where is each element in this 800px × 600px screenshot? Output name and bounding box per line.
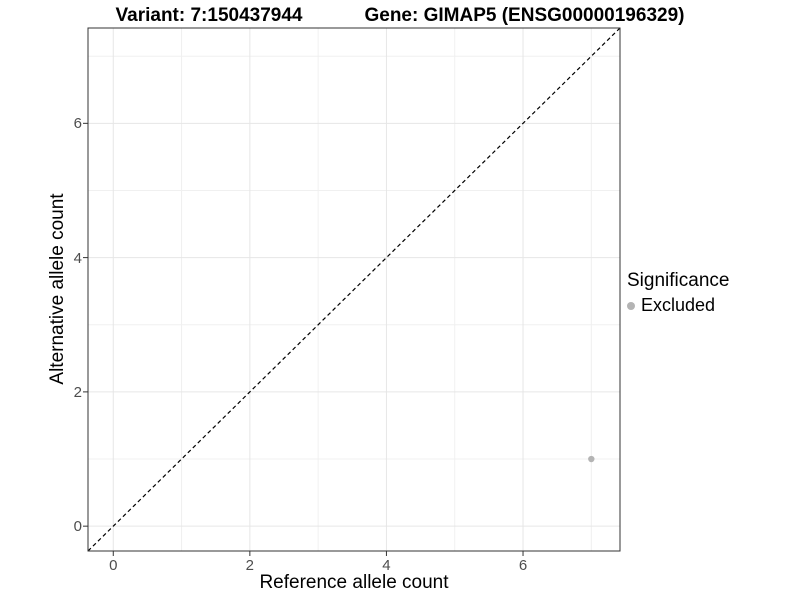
x-tick-label: 0 <box>109 557 118 574</box>
legend: Significance Excluded <box>627 270 729 316</box>
x-tick-label: 2 <box>245 557 255 574</box>
x-axis-title: Reference allele count <box>259 572 449 593</box>
y-tick-label: 6 <box>73 115 82 133</box>
y-tick-label: 2 <box>73 383 82 401</box>
plot-title: Variant: 7:150437944 Gene: GIMAP5 (ENSG0… <box>0 5 800 27</box>
x-tick-label: 4 <box>382 557 391 574</box>
y-tick-label: 0 <box>73 518 82 536</box>
plot-title-gene: Gene: GIMAP5 (ENSG00000196329) <box>364 5 685 26</box>
data-point <box>588 455 595 463</box>
legend-item-excluded: Excluded <box>627 295 729 316</box>
plot-title-variant: Variant: 7:150437944 <box>115 5 303 26</box>
identity-line <box>87 27 621 552</box>
y-axis-title: Alternative allele count <box>47 193 68 385</box>
legend-item-label: Excluded <box>641 295 716 315</box>
y-tick-label: 4 <box>73 249 82 267</box>
excluded-point-icon <box>627 301 635 310</box>
legend-title: Significance <box>627 270 730 291</box>
panel-border <box>87 27 621 552</box>
x-tick-label: 6 <box>518 557 528 574</box>
